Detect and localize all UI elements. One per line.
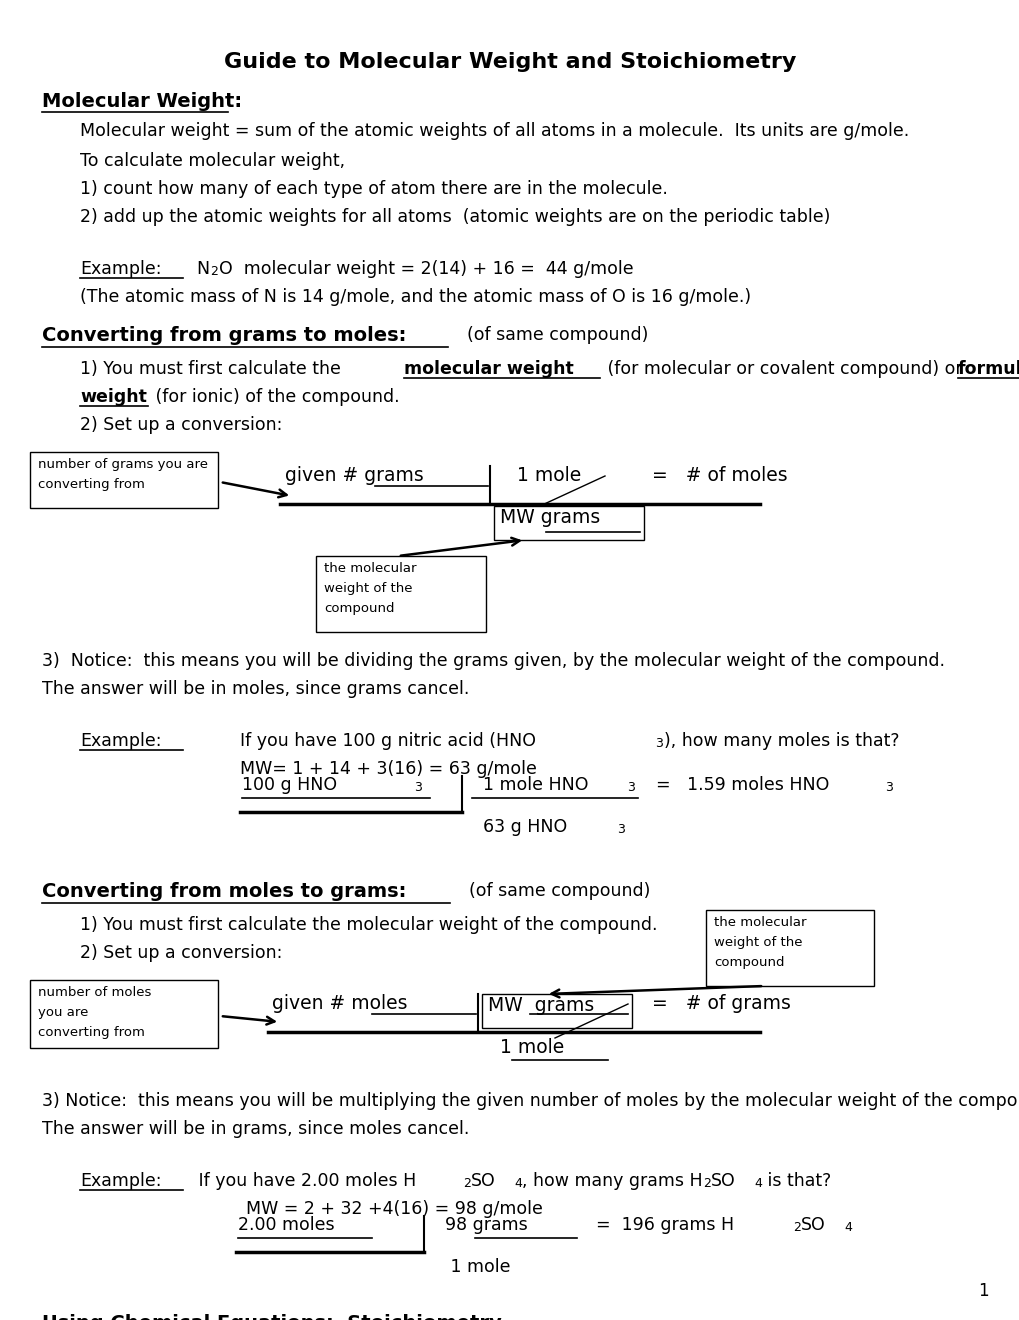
Text: Molecular Weight:: Molecular Weight: bbox=[42, 92, 242, 111]
Bar bbox=[705, 909, 873, 986]
Text: 4: 4 bbox=[843, 1221, 851, 1234]
Text: converting from: converting from bbox=[38, 478, 145, 491]
Text: 63 g HNO: 63 g HNO bbox=[472, 818, 567, 836]
Text: 3: 3 bbox=[414, 781, 422, 795]
Text: Molecular weight = sum of the atomic weights of all atoms in a molecule.  Its un: Molecular weight = sum of the atomic wei… bbox=[79, 121, 908, 140]
Text: 2: 2 bbox=[702, 1177, 710, 1191]
Text: If you have 100 g nitric acid (HNO: If you have 100 g nitric acid (HNO bbox=[239, 733, 535, 750]
Text: 1: 1 bbox=[977, 1282, 987, 1300]
Text: 98 grams: 98 grams bbox=[433, 1216, 527, 1234]
Text: Example:: Example: bbox=[79, 260, 161, 279]
Text: =  196 grams H: = 196 grams H bbox=[585, 1216, 734, 1234]
Text: the molecular: the molecular bbox=[324, 562, 416, 576]
Text: MW = 2 + 32 +4(16) = 98 g/mole: MW = 2 + 32 +4(16) = 98 g/mole bbox=[246, 1200, 542, 1218]
Text: Converting from moles to grams:: Converting from moles to grams: bbox=[42, 882, 406, 902]
Text: formula: formula bbox=[957, 360, 1019, 378]
Text: O  molecular weight = 2(14) + 16 =  44 g/mole: O molecular weight = 2(14) + 16 = 44 g/m… bbox=[219, 260, 633, 279]
Text: 4: 4 bbox=[753, 1177, 761, 1191]
Text: MW  grams: MW grams bbox=[487, 997, 594, 1015]
Bar bbox=[482, 994, 632, 1028]
Text: 1 mole: 1 mole bbox=[487, 1038, 564, 1057]
Text: given # moles: given # moles bbox=[272, 994, 408, 1012]
Text: 3)  Notice:  this means you will be dividing the grams given, by the molecular w: 3) Notice: this means you will be dividi… bbox=[42, 652, 944, 671]
Text: number of grams you are: number of grams you are bbox=[38, 458, 208, 471]
Text: SO: SO bbox=[471, 1172, 495, 1191]
Text: Example:: Example: bbox=[79, 1172, 161, 1191]
Text: the molecular: the molecular bbox=[713, 916, 806, 929]
Bar bbox=[493, 506, 643, 540]
Text: weight of the: weight of the bbox=[324, 582, 412, 595]
Text: 1 mole HNO: 1 mole HNO bbox=[472, 776, 588, 795]
Text: (of same compound): (of same compound) bbox=[458, 882, 650, 900]
Text: 2) add up the atomic weights for all atoms  (atomic weights are on the periodic : 2) add up the atomic weights for all ato… bbox=[79, 209, 829, 226]
Text: 1 mole: 1 mole bbox=[433, 1258, 510, 1276]
Text: 1 mole: 1 mole bbox=[504, 466, 581, 484]
Text: number of moles: number of moles bbox=[38, 986, 151, 999]
Text: molecular weight: molecular weight bbox=[404, 360, 574, 378]
Text: The answer will be in grams, since moles cancel.: The answer will be in grams, since moles… bbox=[42, 1119, 469, 1138]
Text: MW= 1 + 14 + 3(16) = 63 g/mole: MW= 1 + 14 + 3(16) = 63 g/mole bbox=[239, 760, 536, 777]
Text: 1) count how many of each type of atom there are in the molecule.: 1) count how many of each type of atom t… bbox=[79, 180, 667, 198]
Text: compound: compound bbox=[713, 956, 784, 969]
Bar bbox=[30, 979, 218, 1048]
Text: 3) Notice:  this means you will be multiplying the given number of moles by the : 3) Notice: this means you will be multip… bbox=[42, 1092, 1019, 1110]
Text: 2) Set up a conversion:: 2) Set up a conversion: bbox=[79, 416, 282, 434]
Text: =   # of moles: = # of moles bbox=[639, 466, 787, 484]
Text: 2: 2 bbox=[210, 265, 218, 279]
Text: 2.00 moles: 2.00 moles bbox=[237, 1216, 334, 1234]
Text: 1) You must first calculate the molecular weight of the compound.: 1) You must first calculate the molecula… bbox=[79, 916, 657, 935]
Text: ), how many moles is that?: ), how many moles is that? bbox=[663, 733, 899, 750]
Text: (The atomic mass of N is 14 g/mole, and the atomic mass of O is 16 g/mole.): (The atomic mass of N is 14 g/mole, and … bbox=[79, 288, 750, 306]
Text: 4: 4 bbox=[514, 1177, 522, 1191]
Text: SO: SO bbox=[710, 1172, 735, 1191]
Text: given # grams: given # grams bbox=[284, 466, 423, 484]
Text: If you have 2.00 moles H: If you have 2.00 moles H bbox=[193, 1172, 416, 1191]
Text: converting from: converting from bbox=[38, 1026, 145, 1039]
Text: (for molecular or covalent compound) or: (for molecular or covalent compound) or bbox=[601, 360, 967, 378]
Bar bbox=[30, 451, 218, 508]
Text: 3: 3 bbox=[654, 737, 662, 750]
Text: 1) You must first calculate the: 1) You must first calculate the bbox=[79, 360, 346, 378]
Text: =   1.59 moles HNO: = 1.59 moles HNO bbox=[644, 776, 828, 795]
Text: , how many grams H: , how many grams H bbox=[522, 1172, 702, 1191]
Text: Using Chemical Equations:  Stoichiometry: Using Chemical Equations: Stoichiometry bbox=[42, 1313, 501, 1320]
Text: The answer will be in moles, since grams cancel.: The answer will be in moles, since grams… bbox=[42, 680, 469, 698]
Text: Guide to Molecular Weight and Stoichiometry: Guide to Molecular Weight and Stoichiome… bbox=[223, 51, 796, 73]
Text: =   # of grams: = # of grams bbox=[639, 994, 790, 1012]
Text: weight of the: weight of the bbox=[713, 936, 802, 949]
Text: weight: weight bbox=[79, 388, 147, 407]
Text: To calculate molecular weight,: To calculate molecular weight, bbox=[79, 152, 344, 170]
Text: Example:: Example: bbox=[79, 733, 161, 750]
Text: SO: SO bbox=[800, 1216, 825, 1234]
Text: 2: 2 bbox=[792, 1221, 800, 1234]
Text: MW grams: MW grams bbox=[499, 508, 599, 527]
Text: is that?: is that? bbox=[761, 1172, 830, 1191]
Text: you are: you are bbox=[38, 1006, 89, 1019]
Text: Converting from grams to moles:: Converting from grams to moles: bbox=[42, 326, 406, 345]
Bar bbox=[316, 556, 485, 632]
Text: N: N bbox=[196, 260, 209, 279]
Text: 3: 3 bbox=[627, 781, 634, 795]
Text: 3: 3 bbox=[616, 822, 625, 836]
Text: 3: 3 bbox=[884, 781, 892, 795]
Text: (for ionic) of the compound.: (for ionic) of the compound. bbox=[150, 388, 399, 407]
Text: 2: 2 bbox=[463, 1177, 471, 1191]
Text: compound: compound bbox=[324, 602, 394, 615]
Text: 100 g HNO: 100 g HNO bbox=[242, 776, 337, 795]
Text: 2) Set up a conversion:: 2) Set up a conversion: bbox=[79, 944, 282, 962]
Text: (of same compound): (of same compound) bbox=[455, 326, 648, 345]
